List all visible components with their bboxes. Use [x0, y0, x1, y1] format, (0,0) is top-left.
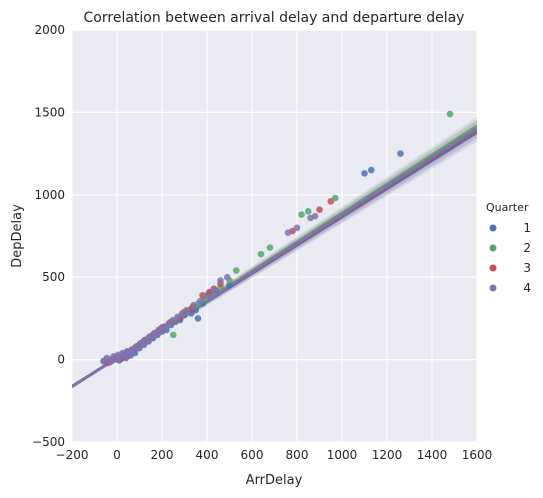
legend-marker-2 — [489, 244, 497, 252]
legend-marker-1 — [489, 224, 497, 232]
x-tick-label: 1600 — [462, 448, 493, 462]
data-point-q4 — [223, 273, 231, 281]
data-point-q4 — [178, 310, 186, 318]
plot-background — [72, 30, 477, 442]
data-point-q2 — [446, 110, 454, 118]
data-point-q1 — [194, 315, 202, 322]
data-point-q4 — [196, 297, 204, 305]
legend: Quarter 1 2 3 4 — [486, 201, 531, 295]
data-point-q4 — [190, 301, 197, 309]
data-point-q2 — [169, 331, 177, 339]
x-tick-label: 1200 — [372, 448, 403, 462]
data-point-q4 — [293, 224, 301, 232]
data-point-q4 — [311, 212, 319, 220]
x-tick-labels: −200 0 200 400 600 800 1000 1200 1400 1600 — [56, 448, 493, 462]
data-point-q2 — [257, 250, 265, 258]
data-point-q3 — [316, 206, 323, 213]
data-point-q1 — [361, 170, 368, 177]
legend-label-4: 4 — [523, 281, 531, 295]
y-tick-label: −500 — [32, 435, 65, 449]
data-point-q4 — [135, 344, 142, 352]
y-tick-labels: −500 0 500 1000 1500 2000 — [32, 23, 65, 449]
y-tick-label: 0 — [57, 353, 65, 367]
x-axis-label: ArrDelay — [246, 473, 303, 488]
x-tick-label: 1400 — [417, 448, 448, 462]
data-point-q4 — [106, 358, 114, 366]
legend-marker-4 — [489, 284, 497, 292]
data-point-q4 — [165, 320, 173, 328]
legend-title: Quarter — [486, 201, 529, 214]
x-tick-label: 400 — [196, 448, 219, 462]
y-tick-label: 1500 — [34, 105, 65, 119]
data-point-q4 — [284, 229, 292, 237]
chart-title: Correlation between arrival delay and de… — [84, 10, 465, 26]
legend-marker-3 — [489, 264, 497, 272]
legend-label-2: 2 — [523, 241, 531, 255]
data-point-q4 — [153, 331, 160, 339]
x-tick-label: −200 — [56, 448, 89, 462]
grid — [71, 29, 478, 443]
legend-label-3: 3 — [523, 261, 531, 275]
data-point-q2 — [266, 244, 274, 251]
data-point-q2 — [304, 207, 312, 215]
data-point-q4 — [217, 277, 224, 284]
x-tick-label: 200 — [151, 448, 174, 462]
y-axis-label: DepDelay — [10, 204, 25, 268]
x-tick-label: 600 — [241, 448, 264, 462]
x-tick-label: 800 — [286, 448, 309, 462]
legend-label-1: 1 — [523, 221, 531, 235]
y-tick-label: 1000 — [34, 188, 65, 202]
data-point-q2 — [232, 267, 240, 274]
data-point-q1 — [367, 166, 375, 174]
scatter-points — [100, 110, 454, 367]
data-point-q2 — [298, 211, 305, 218]
data-point-q4 — [203, 292, 211, 299]
y-tick-label: 500 — [42, 270, 65, 284]
data-point-q4 — [183, 306, 191, 314]
data-point-q1 — [397, 150, 404, 157]
data-point-q1 — [226, 282, 233, 289]
data-point-q4 — [210, 287, 218, 294]
data-point-q3 — [327, 198, 335, 205]
x-tick-label: 1000 — [327, 448, 358, 462]
y-tick-label: 2000 — [34, 23, 65, 37]
x-tick-label: 0 — [113, 448, 121, 462]
